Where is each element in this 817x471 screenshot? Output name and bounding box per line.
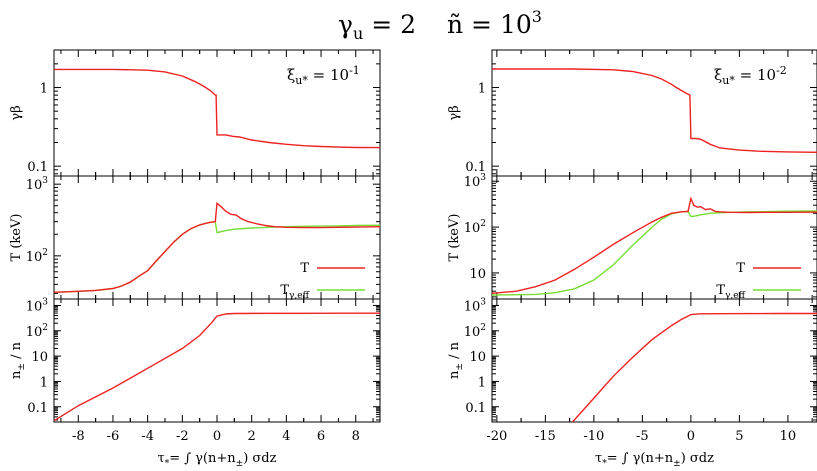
y-tick-label: 0.1: [27, 160, 48, 175]
y-tick-label: 103: [26, 297, 49, 314]
y-tick-label: 102: [464, 219, 486, 236]
title-gamma-value: = 2: [363, 10, 416, 39]
series-line-Teff: [492, 210, 817, 296]
x-axis-label: τ*= ∫ γ(n+n±) σdz: [158, 451, 277, 469]
y-tick-label: 1: [40, 375, 48, 390]
x-tick-label: -4: [141, 429, 154, 444]
series-line-T: [492, 196, 817, 294]
x-tick-label: 0: [213, 429, 221, 444]
axes-frame: [53, 175, 381, 300]
y-tick-label: 0.1: [465, 401, 486, 416]
title-n: ñ: [447, 10, 463, 39]
x-tick-label: 10: [780, 429, 797, 444]
title-gamma-sub: u: [353, 24, 363, 43]
y-tick-label: 10: [31, 350, 48, 365]
series-line-: [492, 68, 817, 153]
y-tick-label: 103: [26, 176, 49, 193]
x-tick-label: 5: [735, 429, 743, 444]
y-tick-label: 1: [40, 82, 48, 97]
y-tick-label: 0.1: [465, 160, 486, 175]
legend-label: Tγ,eff: [280, 283, 309, 301]
y-axis-label: T (keV): [9, 214, 24, 262]
svg-text:ñ = 103: ñ = 103: [447, 7, 542, 39]
legend-label: Tγ,eff: [716, 283, 745, 301]
x-tick-label: -5: [636, 429, 649, 444]
legend-label: T: [300, 261, 309, 276]
series-line-Teff: [54, 220, 380, 293]
y-tick-label: 103: [464, 173, 487, 190]
title-gamma: γ: [338, 10, 353, 39]
axes-frame: [53, 298, 381, 423]
y-tick-label: 103: [464, 297, 487, 314]
axes-frame: [491, 298, 817, 423]
x-tick-label: -8: [72, 429, 85, 444]
y-tick-label: 10: [469, 267, 486, 282]
annotation-xi: ξu* = 10-1: [287, 64, 360, 87]
y-tick-label: 102: [464, 323, 486, 340]
title-n-value: = 10: [463, 10, 532, 39]
y-tick-label: 102: [26, 248, 48, 265]
y-axis-label: γβ: [447, 105, 462, 120]
series-line-nn: [571, 312, 817, 422]
legend-label: T: [736, 261, 745, 276]
y-tick-label: 1: [478, 82, 486, 97]
series-line-T: [54, 201, 380, 293]
axes-frame: [491, 175, 817, 300]
x-tick-label: -20: [486, 429, 507, 444]
x-tick-label: 2: [248, 429, 256, 444]
svg-text:γu = 2: γu = 2: [338, 10, 416, 43]
x-tick-label: -6: [107, 429, 120, 444]
series-line-: [54, 68, 380, 149]
x-tick-label: -15: [535, 429, 556, 444]
y-axis-label: T (keV): [447, 214, 462, 262]
y-axis-label: n± / n: [447, 341, 465, 379]
x-tick-label: 4: [282, 429, 290, 444]
x-axis-label: τ*= ∫ γ(n+n±) σdz: [595, 451, 714, 469]
y-axis-label: γβ: [9, 105, 24, 120]
figure-title: γu = 2 ñ = 103: [338, 7, 542, 43]
x-tick-label: -2: [176, 429, 189, 444]
title-n-exponent: 3: [532, 7, 542, 26]
y-tick-label: 1: [478, 375, 486, 390]
x-tick-label: 6: [317, 429, 325, 444]
series-line-nn: [54, 312, 380, 422]
subplot-right-2: 103 102 10 T (keV) T Tγ,eff: [447, 173, 817, 301]
y-tick-label: 0.1: [27, 401, 48, 416]
y-tick-label: 102: [26, 323, 48, 340]
x-tick-label: -10: [583, 429, 604, 444]
x-tick-label: 8: [352, 429, 360, 444]
y-tick-label: 10: [469, 350, 486, 365]
y-axis-label: n± / n: [9, 341, 27, 379]
x-tick-label: 0: [687, 429, 695, 444]
annotation-xi: ξu* = 10-2: [714, 64, 787, 87]
